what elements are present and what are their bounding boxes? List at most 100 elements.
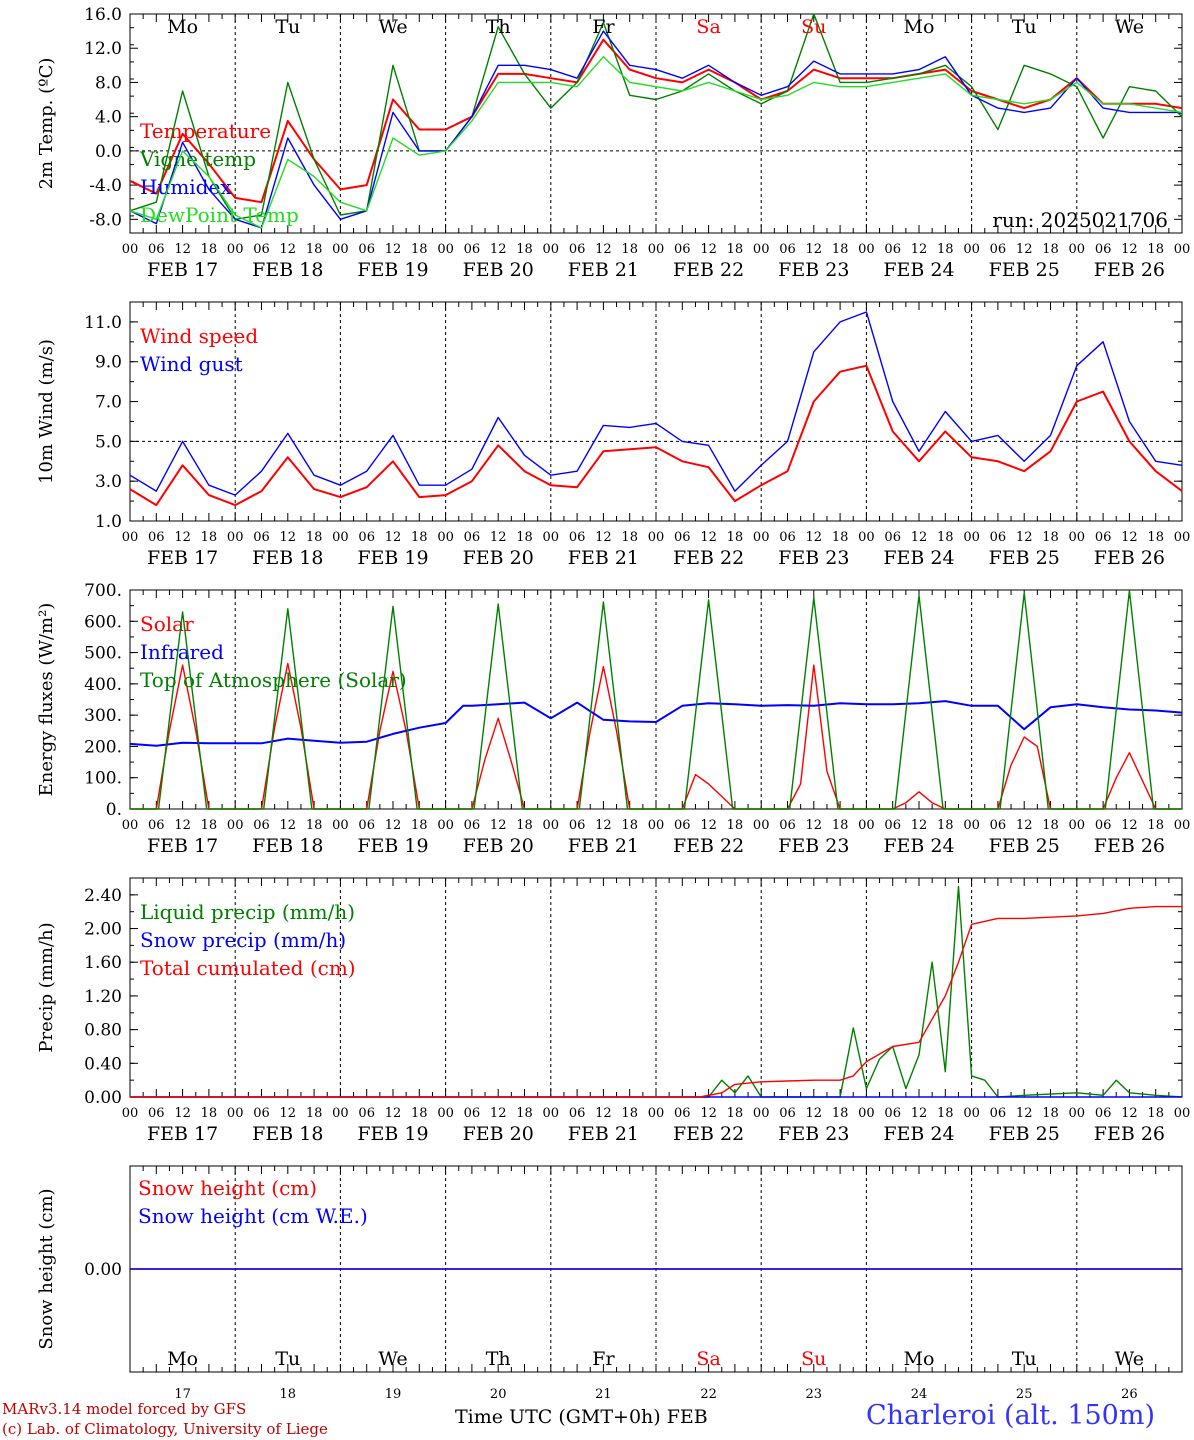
hour-label: 00 (122, 242, 139, 257)
day-number-label: 21 (595, 1387, 612, 1402)
hour-label: 18 (516, 818, 533, 833)
hour-label: 00 (858, 530, 875, 545)
date-label: FEB 18 (252, 835, 323, 857)
hour-label: 18 (937, 530, 954, 545)
hour-label: 18 (1042, 1106, 1059, 1121)
hour-label: 00 (753, 530, 770, 545)
hour-label: 12 (490, 530, 507, 545)
y-axis-label: 10m Wind (m/s) (36, 339, 57, 484)
date-label: FEB 25 (989, 259, 1060, 281)
hour-label: 06 (884, 530, 901, 545)
y-tick-label: 0. (106, 800, 122, 820)
hour-label: 00 (1069, 1106, 1086, 1121)
hour-label: 06 (148, 530, 165, 545)
hour-label: 00 (437, 818, 454, 833)
hour-label: 00 (858, 1106, 875, 1121)
hour-label: 00 (122, 818, 139, 833)
date-label: FEB 22 (673, 1123, 744, 1145)
y-tick-label: 0.0 (95, 142, 122, 162)
hour-label: 06 (358, 242, 375, 257)
hour-label: 00 (648, 1106, 665, 1121)
y-tick-label: 400. (84, 675, 122, 695)
weekday-label: Fr (592, 16, 615, 38)
hour-label: 12 (595, 818, 612, 833)
date-label: FEB 23 (778, 835, 849, 857)
hour-label: 06 (148, 818, 165, 833)
hour-label: 00 (227, 1106, 244, 1121)
hour-label: 00 (753, 1106, 770, 1121)
weekday-label: Mo (904, 16, 935, 38)
hour-label: 06 (464, 818, 481, 833)
series-line (129, 30, 1182, 229)
hour-label: 12 (174, 242, 191, 257)
hour-label: 12 (280, 530, 297, 545)
hour-label: 12 (911, 1106, 928, 1121)
hour-label: 12 (1016, 242, 1033, 257)
series-line (129, 700, 1183, 747)
date-label: FEB 19 (357, 259, 428, 281)
hour-label: 00 (963, 818, 980, 833)
date-label: FEB 17 (147, 835, 218, 857)
hour-label: 18 (727, 530, 744, 545)
hour-label: 06 (1095, 530, 1112, 545)
hour-label: 18 (937, 818, 954, 833)
date-label: FEB 25 (989, 1123, 1060, 1145)
legend-entry: Vigne temp (139, 147, 256, 171)
panel-1: 16.0 12.0 8.0 4.0 0.0 -4.0 -8.0 2m Temp. (ºC) Te… (36, 5, 1190, 281)
hour-label: 12 (806, 1106, 823, 1121)
legend-entry: Snow height (cm) (138, 1176, 317, 1200)
hour-label: 06 (569, 1106, 586, 1121)
date-label: FEB 21 (568, 259, 639, 281)
date-label: FEB 18 (252, 259, 323, 281)
date-label: FEB 24 (883, 835, 954, 857)
weekday-label: Tu (1012, 16, 1037, 38)
hour-label: 00 (122, 1106, 139, 1121)
hour-label: 06 (990, 1106, 1007, 1121)
hour-label: 06 (779, 1106, 796, 1121)
hour-label: 06 (674, 242, 691, 257)
series-line (129, 38, 1183, 204)
legend-entry: Humidex (140, 175, 232, 199)
hour-label: 00 (227, 242, 244, 257)
date-label: FEB 23 (778, 259, 849, 281)
hour-label: 18 (621, 1106, 638, 1121)
y-tick-label: 500. (84, 644, 122, 664)
legend-entry: Solar (140, 612, 194, 636)
y-tick-label: 12.0 (84, 39, 122, 59)
hour-label: 06 (569, 818, 586, 833)
hour-label: 18 (516, 530, 533, 545)
hour-label: 12 (595, 242, 612, 257)
hour-label: 00 (1174, 818, 1191, 833)
y-tick-label: 300. (84, 706, 122, 726)
hour-label: 12 (1016, 1106, 1033, 1121)
y-tick-label: -8.0 (89, 210, 122, 230)
day-number-label: 17 (174, 1387, 191, 1402)
legend-entry: Temperature (140, 119, 271, 143)
hour-label: 18 (516, 1106, 533, 1121)
hour-label: 18 (727, 1106, 744, 1121)
hour-label: 06 (1095, 1106, 1112, 1121)
y-tick-label: 100. (84, 769, 122, 789)
weekday-label: We (378, 16, 407, 38)
hour-label: 12 (1121, 818, 1138, 833)
hour-label: 12 (174, 1106, 191, 1121)
weekday-label: We (1115, 16, 1144, 38)
y-tick-label: 2.40 (84, 886, 122, 906)
hour-label: 06 (253, 1106, 270, 1121)
hour-label: 12 (595, 530, 612, 545)
series-line (129, 311, 1183, 496)
hour-label: 12 (490, 242, 507, 257)
date-label: FEB 21 (568, 1123, 639, 1145)
hour-label: 00 (1174, 530, 1191, 545)
hour-label: 18 (306, 242, 323, 257)
weekday-label: We (378, 1348, 407, 1370)
y-tick-label: 0.00 (84, 1260, 122, 1280)
date-label: FEB 26 (1094, 547, 1165, 569)
y-tick-label: 11.0 (84, 313, 122, 333)
hour-label: 00 (648, 818, 665, 833)
date-label: FEB 20 (463, 259, 534, 281)
hour-label: 06 (674, 818, 691, 833)
date-label: FEB 20 (463, 1123, 534, 1145)
hour-label: 00 (122, 530, 139, 545)
hour-label: 18 (621, 530, 638, 545)
